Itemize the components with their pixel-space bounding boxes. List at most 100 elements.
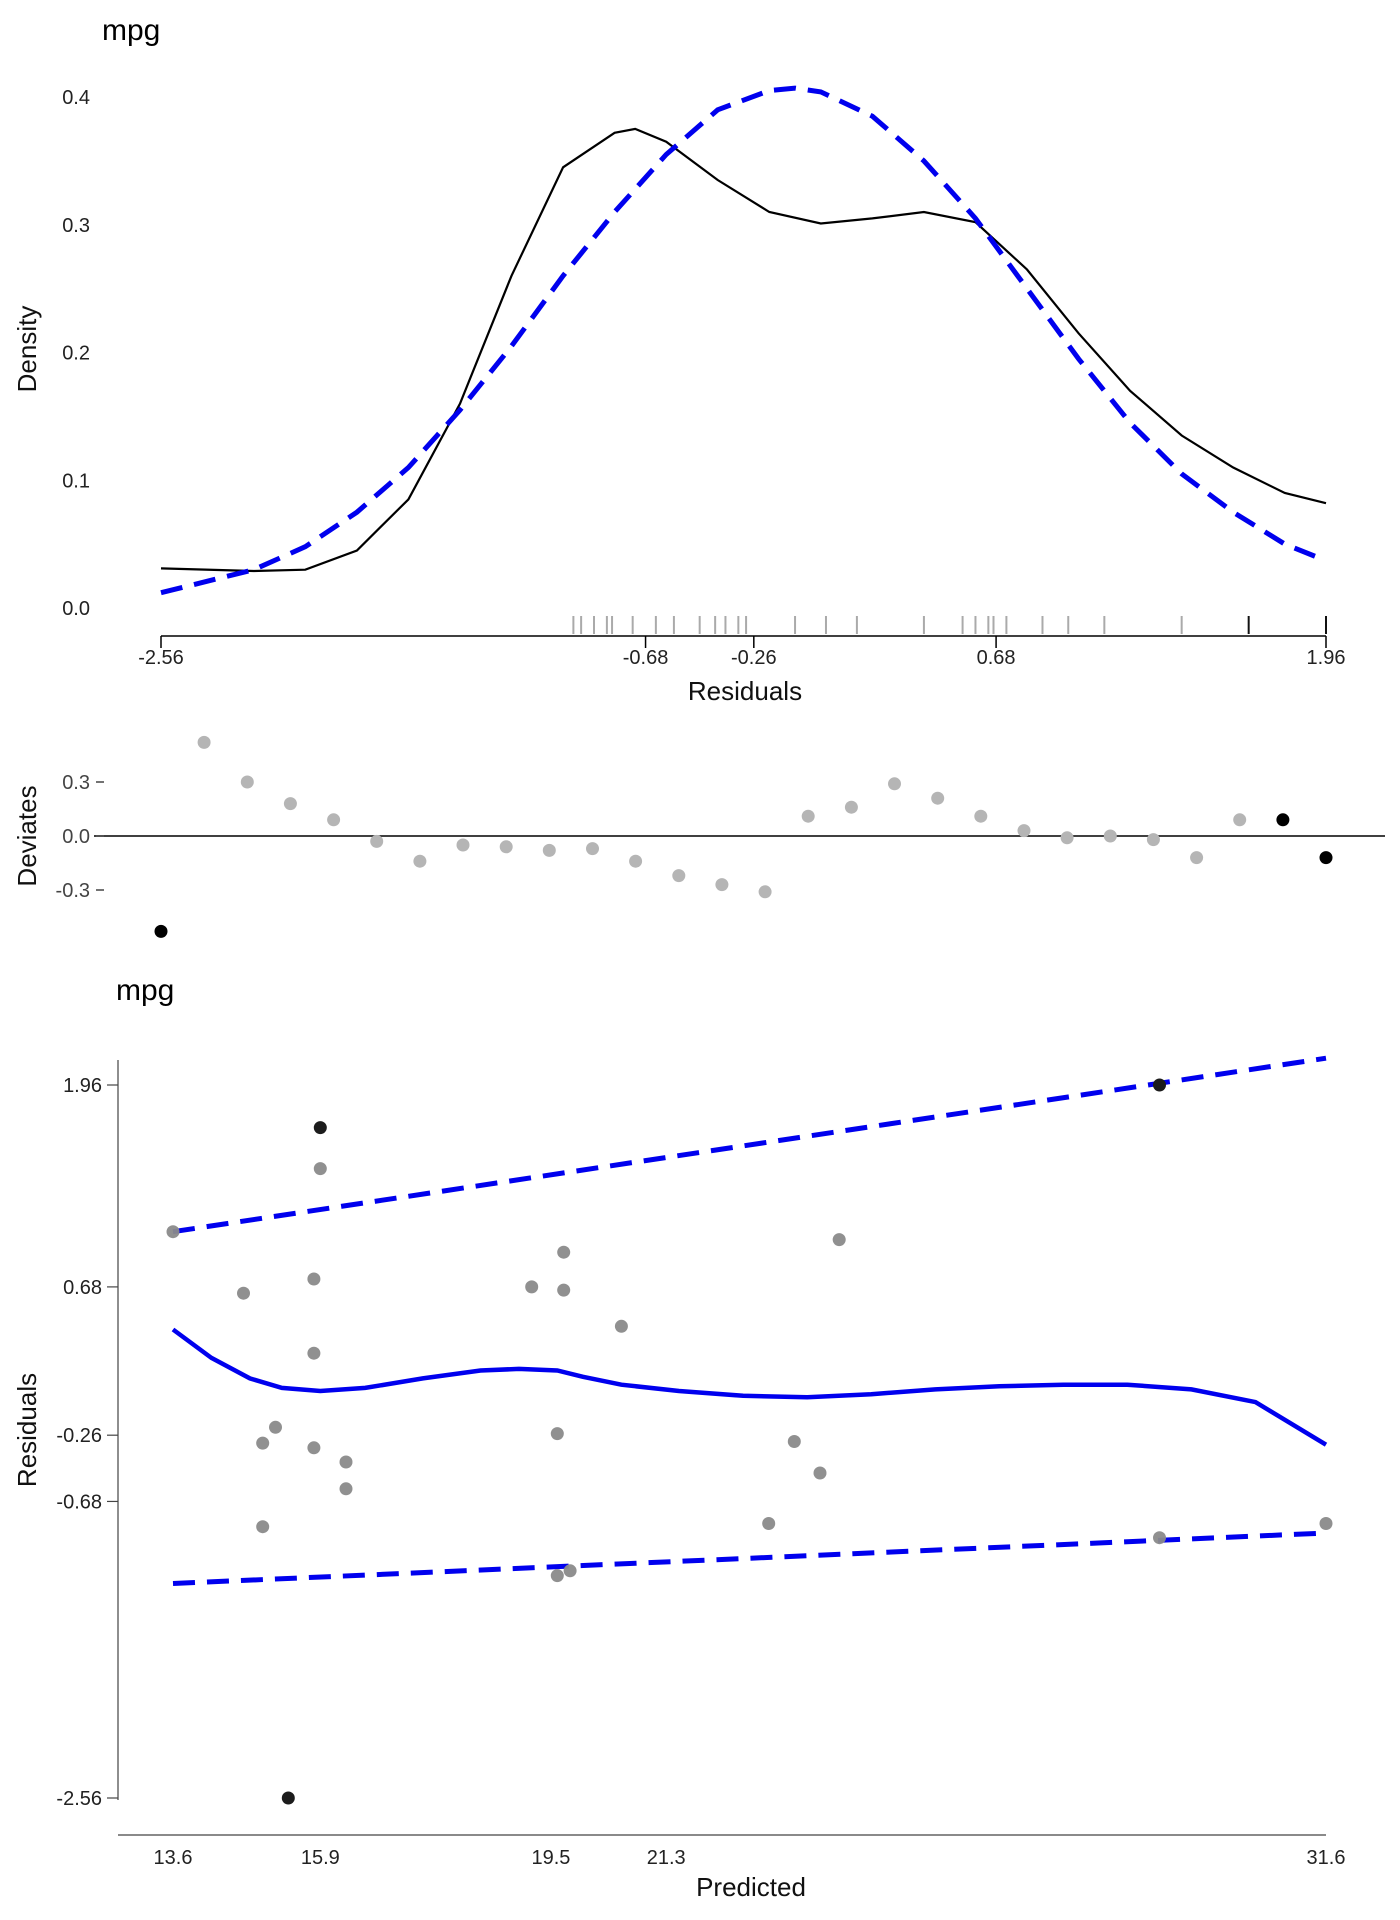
deviates-y-tick-label: -0.3: [56, 880, 90, 902]
density-y-tick-label: 0.0: [62, 598, 90, 620]
residuals-x-tick-label: 21.3: [647, 1847, 686, 1869]
density-y-axis-title: Density: [12, 306, 42, 393]
residuals-y-tick-label: 1.96: [63, 1075, 102, 1097]
deviates-panel: Deviates -0.3 0.0 0.3: [12, 735, 1385, 938]
density-x-tick-label: 0.68: [977, 647, 1016, 669]
density-x-tick-label: -2.56: [138, 647, 184, 669]
kernel-density-curve: [160, 127, 1327, 573]
density-panel: mpg Density Residuals 0.0 0.1 0.2 0.3 0.4 -2…: [12, 14, 1345, 706]
deviate-point: [197, 735, 211, 749]
deviate-point: [801, 809, 815, 823]
deviate-point: [672, 869, 686, 883]
density-x-axis-title: Residuals: [688, 676, 802, 706]
deviate-point: [1146, 833, 1160, 847]
deviate-point: [413, 854, 427, 868]
residual-point: [256, 1436, 270, 1450]
residuals-lines: [171, 1055, 1328, 1586]
deviate-point: [586, 842, 599, 856]
density-y-tick-label: 0.3: [62, 215, 90, 237]
residual-point: [256, 1520, 270, 1534]
density-x-ticks: -2.56 -0.68 -0.26 0.68 1.96: [138, 636, 1345, 669]
residual-point: [339, 1482, 353, 1496]
residual-point: [166, 1225, 180, 1239]
residual-point: [550, 1427, 564, 1441]
residual-point: [313, 1121, 327, 1135]
residuals-points: [166, 1078, 1333, 1805]
residuals-x-tick-label: 15.9: [301, 1847, 340, 1869]
deviate-point: [327, 813, 341, 827]
density-y-tick-label: 0.1: [62, 470, 90, 492]
residual-point: [1153, 1531, 1166, 1545]
residuals-y-tick-label: 0.68: [63, 1277, 102, 1299]
residual-point: [281, 1791, 295, 1805]
deviate-point: [283, 797, 297, 811]
residual-point: [269, 1420, 282, 1434]
residual-point: [762, 1517, 776, 1530]
residuals-y-tick-label: -2.56: [56, 1788, 102, 1810]
deviate-point: [1233, 813, 1247, 827]
residuals-x-tick-label: 13.6: [154, 1847, 193, 1869]
deviate-point: [844, 800, 858, 814]
residual-point: [813, 1466, 827, 1480]
residual-point: [557, 1245, 571, 1259]
upper-bound-line: [172, 1055, 1327, 1235]
deviate-point: [931, 791, 945, 805]
density-y-ticks: 0.0 0.1 0.2 0.3 0.4: [62, 87, 90, 620]
deviate-point: [715, 878, 729, 892]
residuals-x-ticks: 13.6 15.9 19.5 21.3 31.6: [154, 1847, 1346, 1869]
deviate-point: [370, 834, 384, 848]
deviate-point: [542, 843, 556, 857]
deviates-y-axis-title: Deviates: [12, 785, 42, 886]
residual-point: [237, 1286, 250, 1300]
residual-point: [787, 1435, 801, 1448]
residual-point: [563, 1564, 577, 1578]
residual-point: [832, 1233, 846, 1247]
deviate-point: [974, 809, 988, 823]
residual-point: [1319, 1517, 1333, 1530]
deviate-point: [1017, 824, 1031, 838]
density-y-tick-label: 0.4: [62, 87, 90, 109]
deviates-y-tick-label: 0.3: [62, 772, 90, 794]
residuals-x-tick-label: 19.5: [531, 1847, 570, 1869]
deviate-point: [888, 777, 901, 791]
deviate-point: [499, 840, 513, 854]
residual-point: [614, 1319, 628, 1333]
residual-rug: [572, 616, 1327, 634]
normal-density-curve: [160, 85, 1327, 596]
density-x-tick-label: -0.68: [623, 647, 669, 669]
residuals-title: mpg: [116, 974, 174, 1007]
deviates-y-ticks: -0.3 0.0 0.3: [56, 772, 104, 902]
residual-point: [313, 1162, 327, 1176]
density-x-tick-label: 1.96: [1307, 647, 1346, 669]
lower-bound-line: [172, 1530, 1327, 1586]
residual-point: [525, 1280, 539, 1294]
residual-point: [307, 1272, 321, 1286]
deviate-point: [1190, 851, 1204, 865]
residuals-panel: mpg Residuals Predicted 1.96 0.68 -0.26 -0.…: [12, 974, 1345, 1902]
density-x-tick-label: -0.26: [731, 647, 777, 669]
residual-point: [557, 1283, 571, 1297]
residual-point: [307, 1346, 321, 1360]
deviate-point: [240, 775, 254, 789]
density-curves: [160, 85, 1327, 596]
deviate-point: [1319, 851, 1333, 865]
deviate-point: [629, 854, 643, 868]
density-y-tick-label: 0.2: [62, 343, 90, 365]
deviate-point: [154, 924, 168, 938]
residuals-y-ticks: 1.96 0.68 -0.26 -0.68 -2.56: [56, 1075, 118, 1810]
deviates-y-tick-label: 0.0: [62, 826, 90, 848]
residual-point: [550, 1569, 564, 1583]
deviate-point: [456, 838, 470, 852]
residuals-y-tick-label: -0.68: [56, 1491, 102, 1513]
residuals-x-tick-label: 31.6: [1307, 1847, 1346, 1869]
density-title: mpg: [102, 14, 160, 47]
residuals-y-tick-label: -0.26: [56, 1425, 102, 1447]
deviate-point: [1060, 831, 1074, 845]
residual-point: [307, 1441, 321, 1455]
loess-smooth-line: [171, 1327, 1328, 1447]
residuals-y-axis-title: Residuals: [12, 1373, 42, 1487]
deviate-point: [1276, 813, 1290, 827]
residuals-x-axis-title: Predicted: [696, 1872, 806, 1902]
residual-point: [339, 1455, 353, 1469]
